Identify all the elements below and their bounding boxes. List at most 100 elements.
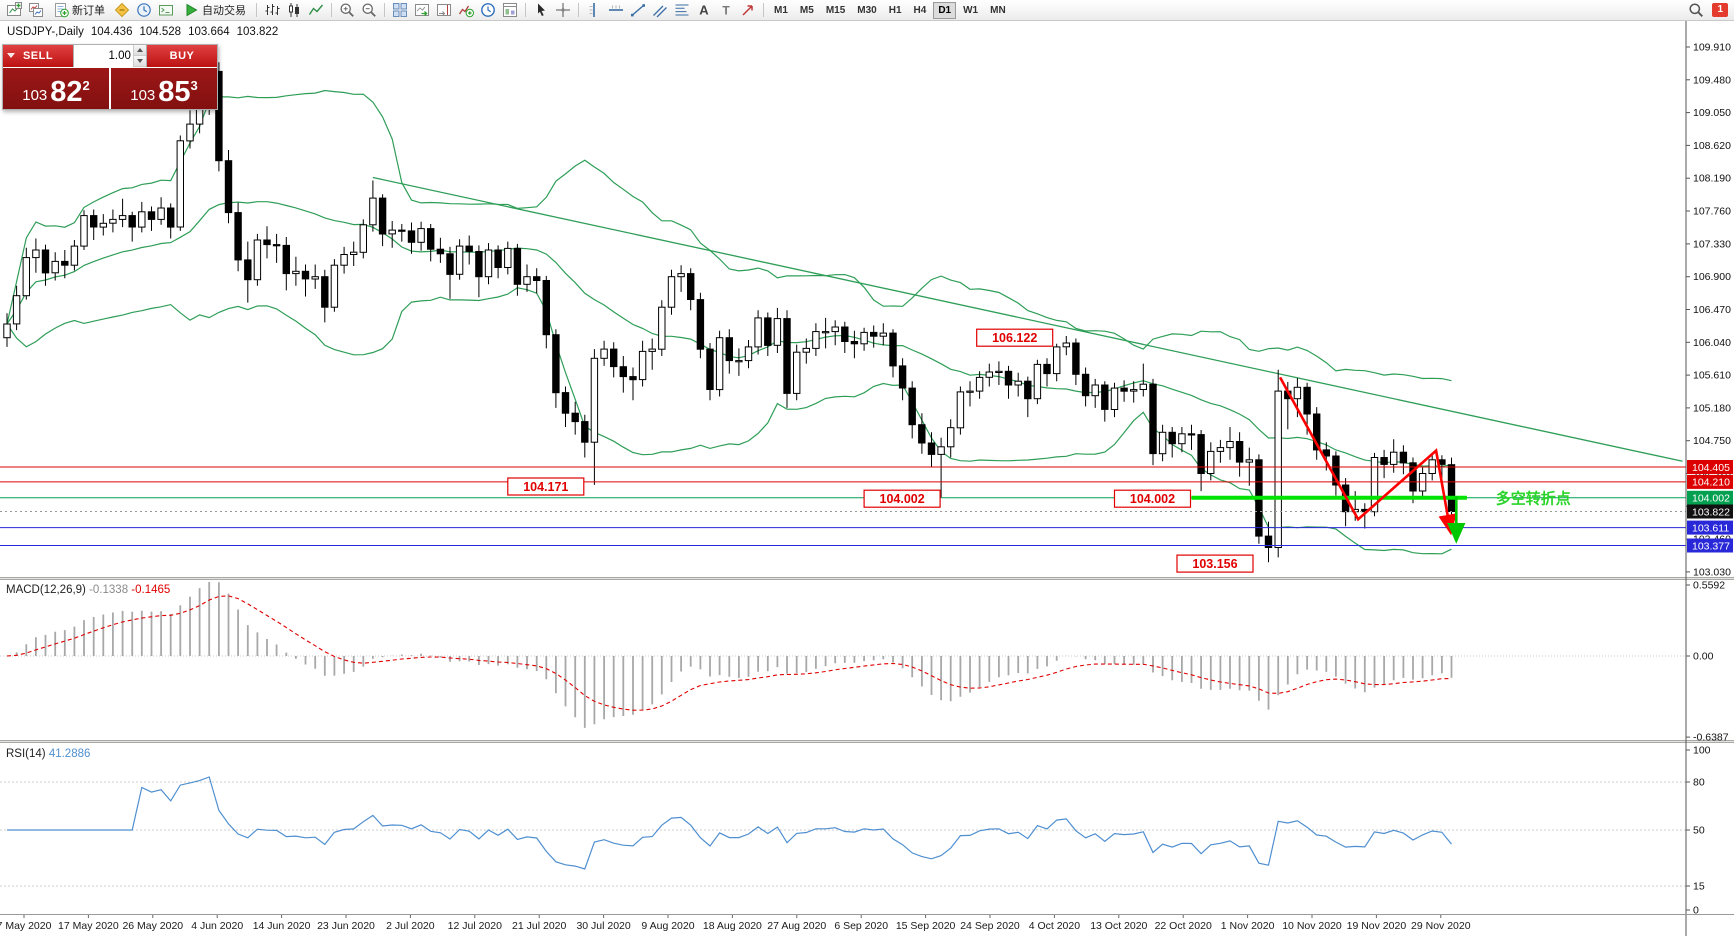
date-label[interactable]: 2 Jul 2020 [386, 920, 435, 932]
volume-decrease-button[interactable] [133, 56, 146, 67]
date-label[interactable]: 26 May 2020 [122, 920, 183, 932]
volume-increase-button[interactable] [133, 45, 146, 56]
chart-list-button[interactable] [25, 1, 47, 20]
timeframe-m1-button[interactable]: M1 [769, 2, 793, 19]
timeframe-h1-button[interactable]: H1 [884, 2, 907, 19]
analysis-zigzag-arrow[interactable] [1278, 376, 1457, 536]
sell-price-display[interactable]: 103 82 2 [3, 68, 109, 109]
candlestick-button[interactable] [283, 1, 305, 20]
vertical-line-button[interactable] [583, 1, 605, 20]
horizontal-line-icon [609, 5, 623, 11]
chart-shift-button[interactable] [433, 1, 455, 20]
timeframe-w1-button[interactable]: W1 [958, 2, 983, 19]
autotrading-button[interactable]: 自动交易 [177, 1, 252, 20]
svg-text:104.002: 104.002 [880, 492, 925, 506]
rsi-indicator-label: RSI(14) 41.2886 [6, 748, 90, 760]
svg-text:T: T [722, 4, 730, 18]
svg-text:103.611: 103.611 [1692, 522, 1729, 534]
price-annotation[interactable]: 103.156 [1176, 554, 1254, 573]
toolbar-separator [256, 3, 257, 17]
text-label-button[interactable]: T [715, 1, 737, 20]
periods-clock-button[interactable] [477, 1, 499, 20]
buy-button[interactable]: BUY [147, 45, 217, 67]
svg-text:103.377: 103.377 [1692, 540, 1730, 552]
date-label[interactable]: 30 Jul 2020 [576, 920, 630, 932]
price-annotation[interactable]: 104.171 [507, 477, 585, 496]
svg-text:104.210: 104.210 [1692, 477, 1730, 489]
crosshair-button[interactable] [552, 1, 574, 20]
bar-chart-button[interactable] [261, 1, 283, 20]
price-annotation[interactable]: 104.002 [863, 489, 941, 508]
date-label[interactable]: 1 Nov 2020 [1221, 920, 1275, 932]
line-chart-button[interactable] [305, 1, 327, 20]
date-label[interactable]: 27 Aug 2020 [767, 920, 826, 932]
date-label[interactable]: 7 May 2020 [0, 920, 52, 932]
volume-input[interactable] [74, 45, 133, 67]
descending-trendline[interactable] [372, 176, 1683, 462]
date-label[interactable]: 13 Oct 2020 [1090, 920, 1147, 932]
date-label[interactable]: 22 Oct 2020 [1155, 920, 1212, 932]
timeframe-d1-button[interactable]: D1 [933, 1, 957, 19]
trendline-button[interactable] [627, 1, 649, 20]
zoom-out-button[interactable] [358, 1, 380, 20]
market-watch-icon [137, 3, 151, 17]
new-chart-button[interactable] [3, 1, 25, 20]
price-tick-label: 107.330 [1693, 238, 1731, 250]
timeframe-m30-button[interactable]: M30 [852, 2, 881, 19]
date-label[interactable]: 4 Jun 2020 [191, 920, 243, 932]
date-label[interactable]: 12 Jul 2020 [448, 920, 502, 932]
date-label[interactable]: 9 Aug 2020 [641, 920, 694, 932]
trendline-icon [631, 4, 645, 17]
date-label[interactable]: 18 Aug 2020 [703, 920, 762, 932]
sell-button[interactable]: SELL [3, 45, 73, 67]
fibonacci-button[interactable] [671, 1, 693, 20]
price-annotation[interactable]: 106.122 [976, 328, 1054, 347]
price-annotation[interactable]: 104.002 [1113, 489, 1192, 508]
timeframe-mn-button[interactable]: MN [985, 2, 1011, 19]
panel-separator[interactable] [0, 740, 1734, 743]
indicators-add-button[interactable] [455, 1, 477, 20]
channel-button[interactable] [649, 1, 671, 20]
buy-price-figure: 103 [130, 87, 156, 104]
price-tick-label: 109.050 [1693, 107, 1731, 119]
date-label[interactable]: 17 May 2020 [58, 920, 119, 932]
timeframe-m15-button[interactable]: M15 [821, 2, 850, 19]
date-label[interactable]: 10 Nov 2020 [1282, 920, 1342, 932]
volume-field [73, 45, 147, 67]
timeframe-m5-button[interactable]: M5 [795, 2, 819, 19]
market-watch-button[interactable] [133, 1, 155, 20]
one-click-collapse-button[interactable] [7, 53, 15, 58]
date-label[interactable]: 19 Nov 2020 [1347, 920, 1407, 932]
rsi-scale-label: 15 [1693, 881, 1705, 893]
buy-price-point: 3 [190, 78, 198, 93]
date-label[interactable]: 14 Jun 2020 [253, 920, 311, 932]
date-label[interactable]: 21 Jul 2020 [512, 920, 566, 932]
date-label[interactable]: 6 Sep 2020 [834, 920, 888, 932]
panel-separator[interactable] [0, 577, 1734, 580]
zoom-in-button[interactable] [336, 1, 358, 20]
terminal-box-button[interactable] [155, 1, 177, 20]
autotrading-label: 自动交易 [202, 5, 246, 17]
tile-windows-button[interactable] [389, 1, 411, 20]
buy-price-display[interactable]: 103 85 3 [111, 68, 217, 109]
date-label[interactable]: 23 Jun 2020 [317, 920, 375, 932]
templates-button[interactable] [499, 1, 521, 20]
horizontal-line-button[interactable] [605, 1, 627, 20]
new-order-button[interactable]: 新订单 [47, 1, 111, 20]
text-button[interactable]: A [693, 1, 715, 20]
price-tick-label: 106.040 [1693, 337, 1731, 349]
metaeditor-button[interactable] [111, 1, 133, 20]
timeframe-h4-button[interactable]: H4 [909, 2, 932, 19]
price-scale-badge: 104.405 [1687, 460, 1733, 474]
arrows-tool-button[interactable] [737, 1, 759, 20]
rsi-scale-label: 80 [1693, 777, 1705, 789]
date-label[interactable]: 24 Sep 2020 [960, 920, 1020, 932]
auto-scroll-button[interactable] [411, 1, 433, 20]
search-button[interactable] [1685, 1, 1707, 20]
date-label[interactable]: 29 Nov 2020 [1411, 920, 1471, 932]
cursor-button[interactable] [530, 1, 552, 20]
date-label[interactable]: 15 Sep 2020 [896, 920, 956, 932]
notification-badge[interactable]: 1 [1712, 3, 1728, 17]
date-label[interactable]: 4 Oct 2020 [1029, 920, 1081, 932]
